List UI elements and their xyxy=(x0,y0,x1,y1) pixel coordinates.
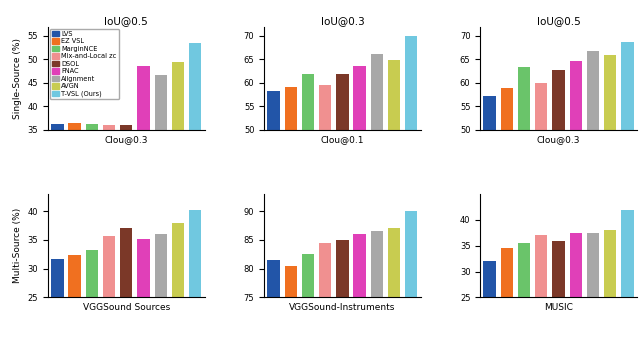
Bar xyxy=(587,51,599,354)
Bar xyxy=(138,67,150,295)
Bar xyxy=(172,62,184,295)
X-axis label: VGGSound Sources: VGGSound Sources xyxy=(83,303,170,312)
Bar xyxy=(336,74,349,354)
X-axis label: Clou@0.3: Clou@0.3 xyxy=(537,136,580,144)
Bar xyxy=(154,75,167,295)
Bar xyxy=(518,67,531,354)
Bar xyxy=(51,124,63,295)
Bar xyxy=(587,233,599,354)
Title: IoU@0.5: IoU@0.5 xyxy=(104,16,148,26)
Bar xyxy=(604,230,616,354)
Bar xyxy=(302,74,314,354)
Bar xyxy=(138,239,150,354)
Title: IoU@0.3: IoU@0.3 xyxy=(321,16,364,26)
Bar xyxy=(371,231,383,354)
X-axis label: MUSIC: MUSIC xyxy=(544,303,573,312)
Bar xyxy=(172,223,184,354)
Bar xyxy=(371,54,383,354)
Bar xyxy=(319,243,332,354)
Bar xyxy=(483,261,496,354)
Bar xyxy=(120,228,132,354)
Bar xyxy=(483,96,496,354)
Bar xyxy=(535,83,547,354)
Bar xyxy=(103,125,115,295)
Y-axis label: Single-Source (%): Single-Source (%) xyxy=(13,38,22,119)
Y-axis label: Multi-Source (%): Multi-Source (%) xyxy=(13,208,22,283)
Bar xyxy=(552,240,564,354)
Bar xyxy=(621,41,634,354)
Bar xyxy=(302,254,314,354)
Bar xyxy=(154,234,167,354)
X-axis label: Clou@0.1: Clou@0.1 xyxy=(321,136,364,144)
Bar xyxy=(285,266,297,354)
Bar xyxy=(319,85,332,354)
Bar xyxy=(86,124,98,295)
Bar xyxy=(405,36,417,354)
Bar xyxy=(189,210,202,354)
Bar xyxy=(604,55,616,354)
Bar xyxy=(353,234,366,354)
Bar xyxy=(552,70,564,354)
Bar xyxy=(353,67,366,354)
Bar xyxy=(51,259,63,354)
Bar xyxy=(500,88,513,354)
Bar xyxy=(405,211,417,354)
Bar xyxy=(535,235,547,354)
Legend: LVS, EZ VSL, MarginNCE, Mix-and-Local zc, DSOL, FNAC, Alignment, AVGN, T-VSL (Ou: LVS, EZ VSL, MarginNCE, Mix-and-Local zc… xyxy=(50,29,119,99)
Bar xyxy=(518,243,531,354)
Bar xyxy=(336,240,349,354)
Bar xyxy=(285,87,297,354)
Bar xyxy=(68,123,81,295)
X-axis label: Clou@0.3: Clou@0.3 xyxy=(104,136,148,144)
X-axis label: VGGSound-Instruments: VGGSound-Instruments xyxy=(289,303,396,312)
Bar xyxy=(268,91,280,354)
Bar xyxy=(388,61,400,354)
Bar xyxy=(86,250,98,354)
Bar xyxy=(621,210,634,354)
Bar xyxy=(570,233,582,354)
Bar xyxy=(388,228,400,354)
Bar xyxy=(570,61,582,354)
Bar xyxy=(120,125,132,295)
Bar xyxy=(268,260,280,354)
Bar xyxy=(68,255,81,354)
Bar xyxy=(189,43,202,295)
Title: IoU@0.5: IoU@0.5 xyxy=(536,16,580,26)
Bar xyxy=(103,236,115,354)
Bar xyxy=(500,248,513,354)
